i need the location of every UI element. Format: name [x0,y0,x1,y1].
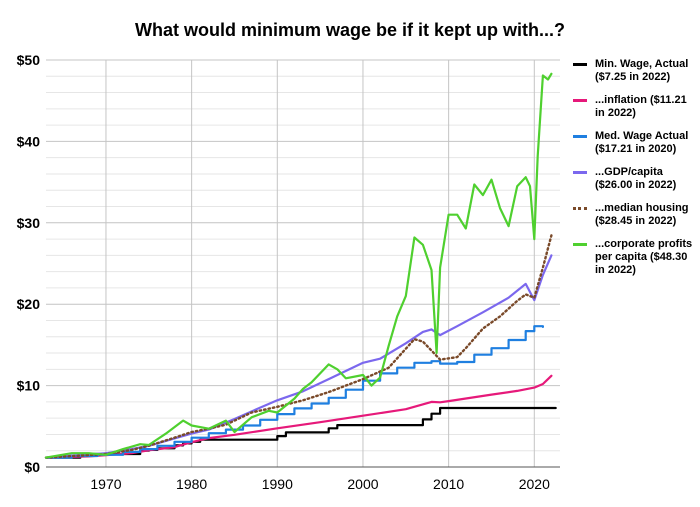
x-tick-label: 2020 [519,476,550,492]
chart-legend: Min. Wage, Actual ($7.25 in 2022) ...infl… [571,58,696,287]
series-line-median-housing-28-45-in-2022 [44,234,553,459]
legend-label: ...median housing ($28.45 in 2022) [595,202,689,227]
legend-item: ...median housing ($28.45 in 2022) [571,202,696,228]
legend-swatch [573,99,587,102]
y-tick-label: $50 [17,52,41,68]
y-tick-label: $30 [17,215,41,231]
series-line-med-wage-actual-17-21-in-2020 [44,325,544,459]
legend-item: Med. Wage Actual ($17.21 in 2020) [571,130,696,156]
chart-title: What would minimum wage be if it kept up… [135,20,565,40]
legend-label: ...inflation ($11.21 in 2022) [595,94,687,119]
legend-item: ...inflation ($11.21 in 2022) [571,94,696,120]
legend-swatch [573,63,587,66]
y-tick-label: $10 [17,378,41,394]
legend-item: Min. Wage, Actual ($7.25 in 2022) [571,58,696,84]
x-tick-label: 1970 [90,476,121,492]
x-tick-label: 2010 [433,476,464,492]
x-tick-label: 1980 [176,476,207,492]
legend-label: ...GDP/capita ($26.00 in 2022) [595,166,677,191]
series-line-corporate-profits-per-capita-48-30-in-20 [44,72,553,459]
legend-label: ...corporate profits per capita ($48.30 … [595,238,693,276]
legend-swatch [573,207,587,210]
x-tick-label: 1990 [262,476,293,492]
legend-swatch [573,171,587,174]
legend-item: ...corporate profits per capita ($48.30 … [571,238,696,277]
y-tick-label: $0 [24,459,40,475]
series-line-inflation-11-21-in-2022 [44,374,553,459]
x-tick-label: 2000 [347,476,378,492]
y-tick-label: $40 [17,133,41,149]
y-tick-label: $20 [17,296,41,312]
legend-swatch [573,135,587,138]
series-line-gdp-capita-26-00-in-2022 [44,254,553,459]
legend-label: Min. Wage, Actual ($7.25 in 2022) [595,58,689,83]
legend-item: ...GDP/capita ($26.00 in 2022) [571,166,696,192]
legend-label: Med. Wage Actual ($17.21 in 2020) [595,130,689,155]
legend-swatch [573,243,587,246]
